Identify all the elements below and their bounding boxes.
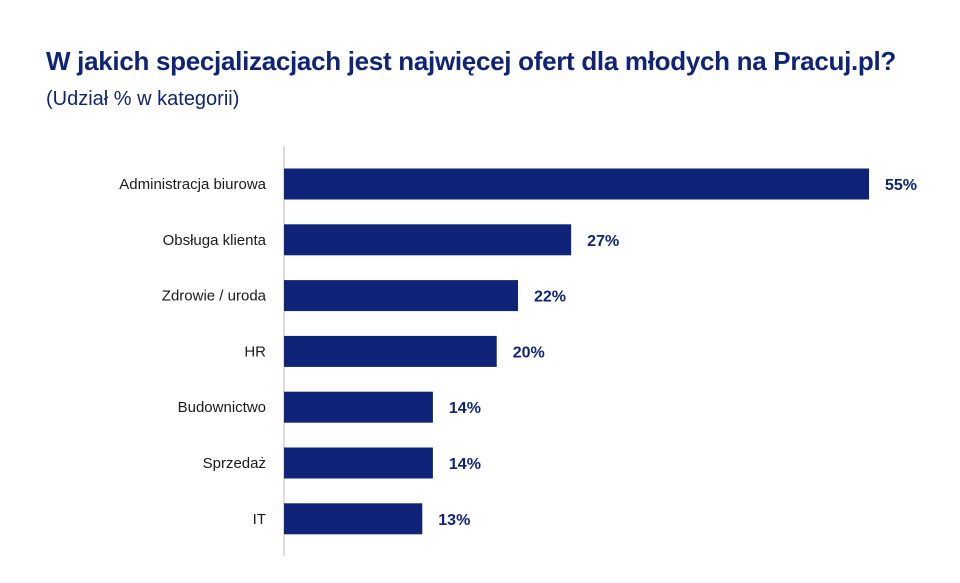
data-label: 14% <box>449 400 481 417</box>
chart-title: W jakich specjalizacjach jest najwięcej … <box>46 46 897 76</box>
data-label: 13% <box>438 512 470 529</box>
category-label: HR <box>244 343 266 360</box>
data-label: 22% <box>534 289 566 306</box>
data-label: 20% <box>513 344 545 361</box>
bar <box>284 224 572 256</box>
category-label: Administracja biurowa <box>119 176 266 193</box>
bar <box>284 168 869 200</box>
bar <box>284 280 518 312</box>
bar <box>284 391 433 423</box>
data-label: 14% <box>449 456 481 473</box>
bar <box>284 335 497 367</box>
category-label: Budownictwo <box>178 399 266 416</box>
data-label: 27% <box>587 233 619 250</box>
category-label: Sprzedaż <box>203 455 266 472</box>
category-label: Obsługa klienta <box>163 232 267 249</box>
data-label: 55% <box>885 177 917 194</box>
chart-subtitle: (Udział % w kategorii) <box>46 88 240 110</box>
category-label: IT <box>253 511 266 528</box>
bar <box>284 447 433 479</box>
bar <box>284 503 423 535</box>
category-label: Zdrowie / uroda <box>162 288 267 305</box>
